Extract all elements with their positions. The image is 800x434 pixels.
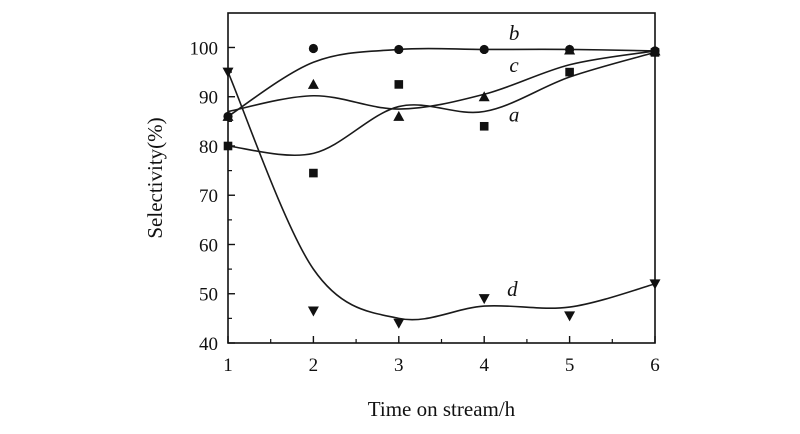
series-label-d: d [507,277,518,301]
point-d [478,294,490,305]
point-c [393,110,405,121]
y-tick-label: 50 [199,285,218,306]
series-labels: a bc d [507,21,519,301]
curve-a [227,51,656,157]
point-a [565,67,574,77]
point-d [222,67,234,78]
curve-b [227,47,656,118]
point-d [393,318,405,329]
x-tick-label: 1 [223,355,233,376]
point-d [564,311,576,322]
point-c [649,45,661,56]
x-tick-label: 6 [650,355,660,376]
plot-frame [227,12,656,344]
y-tick-label: 70 [199,186,218,207]
x-tick-label: 3 [394,355,404,376]
y-tick-label: 100 [190,38,219,59]
point-d [649,279,661,290]
point-a [394,80,404,89]
point-a [309,168,318,178]
point-a [479,121,489,131]
fitted-curves [227,47,656,321]
y-tick-label: 60 [199,235,218,256]
x-tick-label: 2 [309,355,319,376]
data-markers [222,43,661,329]
axes: 1 2 3 4 5 6 40 50 60 70 80 90 100 [190,12,660,376]
series-label-a: a [509,102,520,126]
x-axis-title: Time on stream/h [368,397,516,421]
point-b [394,44,404,55]
curve-c [227,50,656,113]
y-tick-label: 90 [199,88,218,109]
point-b [479,44,489,55]
y-axis-title: Selectivity(%) [143,117,167,238]
y-tick-label: 80 [199,137,218,158]
y-tick-label: 40 [199,334,218,355]
curve-d [227,71,656,321]
x-tick-label: 4 [479,355,489,376]
x-tick-label: 5 [565,355,575,376]
point-d [307,306,319,317]
series-label-b: b [509,21,520,45]
point-a [223,141,233,151]
point-c [564,44,576,55]
point-b [308,43,318,54]
point-c [307,78,319,89]
point-c [478,91,490,102]
point-c [222,110,234,121]
series-label-c: c [509,53,519,77]
